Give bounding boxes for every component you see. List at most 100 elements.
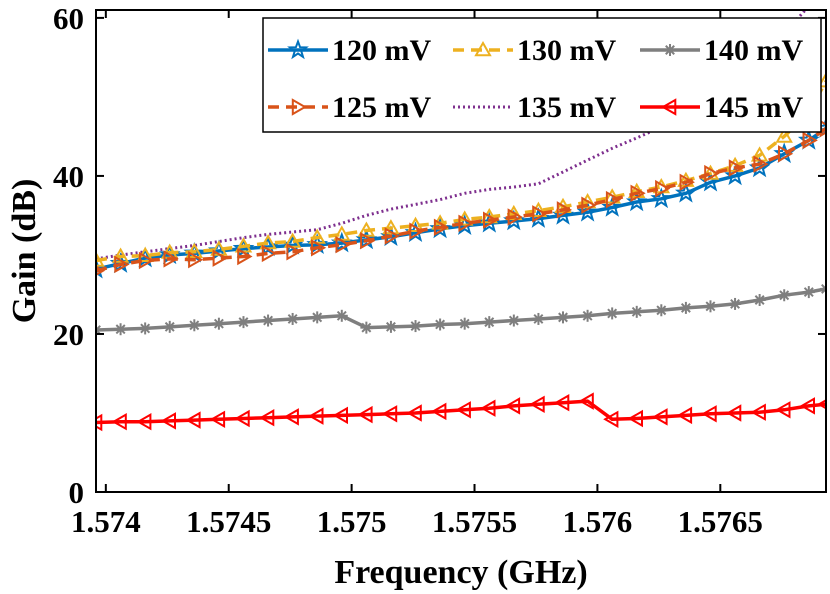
data-point	[627, 409, 643, 428]
data-point	[237, 247, 253, 266]
data-point	[384, 320, 397, 333]
data-point	[655, 304, 668, 317]
legend-entry-120-mv: 120 mV	[268, 34, 431, 67]
data-point	[704, 164, 720, 183]
legend-label: 120 mV	[332, 34, 431, 67]
data-point	[455, 210, 474, 226]
data-point	[578, 192, 597, 209]
data-point	[557, 311, 570, 324]
data-point	[311, 239, 327, 257]
data-point	[259, 408, 275, 427]
series-line	[96, 399, 826, 425]
data-point	[753, 293, 766, 306]
data-point	[483, 316, 496, 329]
data-point	[382, 219, 400, 235]
data-point	[775, 401, 791, 419]
data-point	[820, 282, 826, 295]
data-point	[286, 243, 302, 261]
data-point	[655, 179, 671, 198]
data-point	[606, 307, 619, 320]
legend-marker	[474, 40, 492, 57]
legend-label: 125 mV	[332, 91, 431, 124]
data-point	[507, 314, 520, 327]
data-point	[529, 201, 548, 217]
data-point	[360, 231, 376, 250]
legend-label: 145 mV	[704, 91, 803, 124]
data-point	[188, 250, 204, 269]
data-point	[261, 244, 278, 263]
y-tick-label: 0	[69, 475, 85, 510]
data-point	[581, 309, 594, 322]
legend-box	[262, 17, 822, 133]
data-point	[262, 314, 275, 327]
data-point	[802, 286, 815, 299]
data-point	[676, 406, 693, 425]
legend-marker	[660, 98, 677, 116]
data-point	[728, 159, 745, 177]
legend-label: 130 mV	[517, 34, 616, 67]
data-point	[802, 131, 818, 150]
data-point	[704, 300, 717, 313]
data-point	[409, 222, 425, 240]
legend-entry-130-mv: 130 mV	[453, 34, 616, 67]
data-point	[554, 197, 572, 213]
data-point	[553, 393, 570, 412]
data-point	[96, 413, 103, 432]
data-point	[114, 323, 127, 336]
data-point	[234, 409, 250, 428]
data-point	[778, 289, 791, 302]
series-line	[96, 80, 826, 263]
data-point	[212, 249, 228, 267]
data-point	[286, 312, 299, 325]
data-point	[311, 311, 324, 324]
x-tick-label: 1.5745	[186, 504, 271, 539]
data-point	[578, 392, 594, 410]
legend-entry-140-mv: 140 mV	[640, 34, 803, 67]
data-point	[455, 401, 471, 419]
data-point	[556, 201, 573, 219]
data-point	[630, 184, 646, 203]
data-point	[360, 321, 373, 334]
data-point	[381, 405, 398, 423]
data-point	[384, 227, 400, 245]
data-point	[163, 250, 179, 268]
plot-frame	[95, 9, 827, 493]
data-point	[434, 318, 447, 331]
x-tick-label: 1.5755	[432, 504, 517, 539]
data-point	[237, 316, 250, 329]
data-point	[504, 397, 521, 415]
x-axis-title: Frequency (GHz)	[334, 554, 587, 591]
data-point	[480, 207, 499, 224]
series-140-mv	[96, 282, 826, 337]
legend: 120 mV 130 mV 140 mV 125 mV 135 mV 145 mV	[262, 17, 822, 133]
legend-entry-135-mv: 135 mV	[453, 91, 616, 124]
series-layer	[96, 10, 826, 432]
data-point	[96, 251, 105, 267]
legend-marker	[664, 44, 676, 56]
data-point	[603, 410, 619, 429]
ticks-layer: 1.574 1.5745 1.575 1.5755 1.576 1.5765 0 20 40 60	[53, 1, 826, 539]
data-point	[652, 408, 668, 426]
data-point	[529, 395, 545, 414]
data-point	[630, 305, 643, 318]
series-line	[96, 127, 826, 271]
y-tick-label: 60	[53, 1, 84, 36]
data-point	[775, 127, 793, 143]
series-145-mv	[96, 392, 826, 432]
data-point	[753, 155, 769, 173]
series-130-mv	[96, 72, 826, 267]
y-tick-label: 40	[53, 159, 84, 194]
data-point	[185, 411, 201, 429]
data-point	[409, 320, 422, 333]
data-point	[335, 235, 351, 254]
data-point	[357, 405, 373, 424]
legend-label: 135 mV	[517, 91, 616, 124]
data-point	[532, 312, 545, 325]
data-point	[209, 410, 226, 429]
data-point	[335, 309, 348, 322]
data-point	[480, 399, 496, 417]
data-point	[283, 408, 299, 426]
data-point	[111, 412, 127, 431]
data-point	[581, 196, 597, 214]
data-point	[817, 72, 826, 88]
